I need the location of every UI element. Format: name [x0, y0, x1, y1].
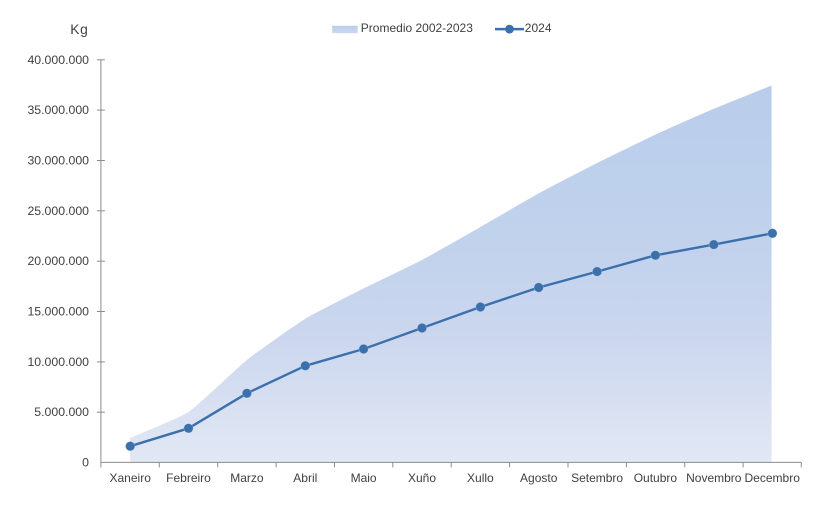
svg-text:15.000.000: 15.000.000 [27, 305, 89, 319]
svg-text:Novembro: Novembro [686, 471, 742, 485]
svg-text:Marzo: Marzo [230, 471, 264, 485]
svg-text:Setembro: Setembro [571, 471, 623, 485]
svg-text:35.000.000: 35.000.000 [27, 103, 89, 117]
svg-text:Febreiro: Febreiro [166, 471, 211, 485]
svg-text:10.000.000: 10.000.000 [27, 355, 89, 369]
svg-text:Xullo: Xullo [467, 471, 494, 485]
svg-text:5.000.000: 5.000.000 [34, 405, 89, 419]
svg-text:Xuño: Xuño [408, 471, 436, 485]
svg-text:2024: 2024 [525, 21, 552, 35]
svg-text:Outubro: Outubro [634, 471, 678, 485]
svg-text:20.000.000: 20.000.000 [27, 254, 89, 268]
svg-text:Abril: Abril [293, 471, 317, 485]
svg-text:30.000.000: 30.000.000 [27, 154, 89, 168]
svg-text:Xaneiro: Xaneiro [110, 471, 152, 485]
svg-text:0: 0 [82, 455, 89, 469]
svg-text:Kg: Kg [70, 22, 88, 37]
svg-text:40.000.000: 40.000.000 [27, 53, 89, 67]
svg-text:Decembro: Decembro [745, 471, 801, 485]
svg-text:Maio: Maio [351, 471, 377, 485]
svg-text:Agosto: Agosto [520, 471, 558, 485]
svg-text:Promedio 2002-2023: Promedio 2002-2023 [361, 21, 473, 35]
svg-text:25.000.000: 25.000.000 [27, 204, 89, 218]
